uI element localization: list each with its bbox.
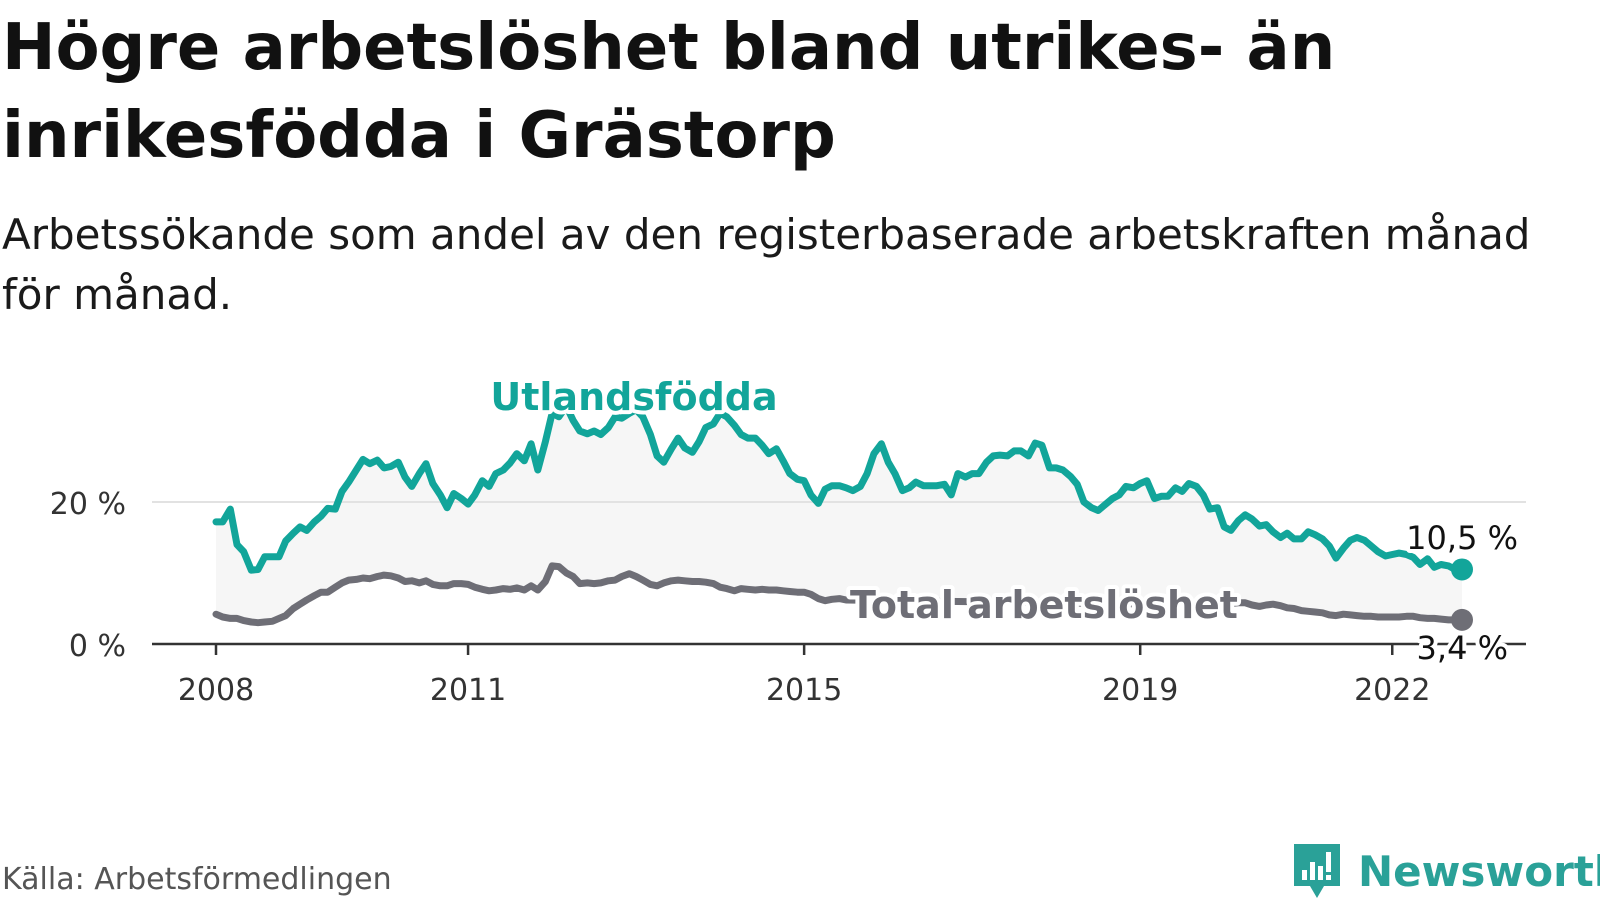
brand-name: Newsworthy — [1358, 846, 1600, 896]
series-line-foreign — [212, 402, 1466, 574]
chart-subtitle: Arbetssökande som andel av den registerb… — [2, 210, 1531, 319]
x-tick-label: 2011 — [430, 673, 506, 708]
series-label-total: Total arbetslöshet — [850, 583, 1238, 627]
y-axis-tick-labels: 0 % 20 % — [50, 487, 126, 664]
end-label-total: 3,4 % — [1417, 629, 1508, 667]
x-tick-label: 2022 — [1354, 673, 1430, 708]
x-axis: 2008 2011 2015 2019 2022 — [178, 644, 1430, 708]
newsworthy-logo-icon — [1294, 844, 1340, 898]
y-tick-label: 0 % — [69, 629, 126, 664]
end-point-total — [1451, 608, 1473, 631]
series-label-foreign: Utlandsfödda — [490, 375, 777, 419]
series-labels: Utlandsfödda Total arbetslöshet 10,5 % 3,4 … — [486, 371, 1522, 671]
series-line-total — [212, 562, 1466, 627]
series-lines — [212, 402, 1473, 631]
band-area — [216, 406, 1462, 623]
chart-title: Högre arbetslöshet bland utrikes- än inr… — [2, 11, 1336, 173]
source-note: Källa: Arbetsförmedlingen — [2, 862, 392, 897]
x-tick-label: 2008 — [178, 673, 254, 708]
x-tick-label: 2015 — [766, 673, 842, 708]
end-point-foreign — [1451, 558, 1473, 581]
y-tick-label: 20 % — [50, 487, 126, 522]
line-chart: 0 % 20 % 2008 2011 2015 2019 2022 Utlandsfödd… — [50, 371, 1526, 708]
end-label-foreign: 10,5 % — [1406, 519, 1518, 557]
x-tick-label: 2019 — [1102, 673, 1178, 708]
brand-logo: Newsworthy — [1292, 842, 1600, 900]
